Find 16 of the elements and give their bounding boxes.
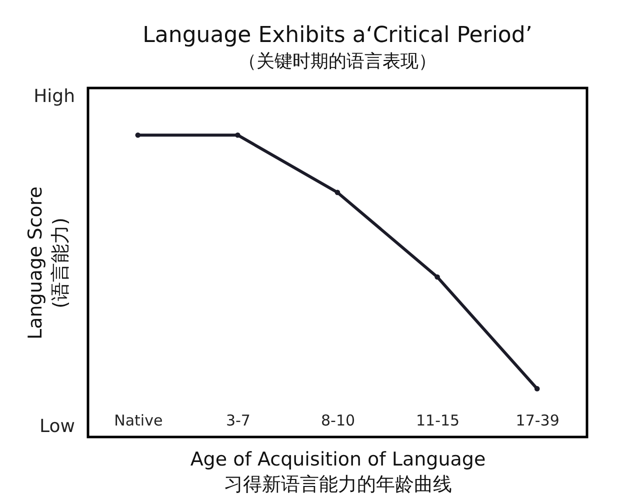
point xyxy=(534,386,540,392)
y-axis-title: Language Score (语言能力) xyxy=(24,186,72,340)
chart-subtitle: （关键时期的语言表现） xyxy=(238,51,436,72)
point xyxy=(235,132,240,138)
x-tick-label: 3-7 xyxy=(226,412,250,430)
x-tick-label: 8-10 xyxy=(320,412,356,430)
point xyxy=(334,190,340,196)
text: Low xyxy=(40,416,75,437)
x-tick-label: Native xyxy=(114,412,163,430)
chart-title: Language Exhibits a‘Critical Period’ xyxy=(142,23,532,48)
x-tick-label: 11-15 xyxy=(416,412,460,430)
x-axis-title: Age of Acquisition of Language 习得新语言能力的年龄曲线 xyxy=(190,448,486,496)
text: High xyxy=(34,86,75,107)
point xyxy=(135,132,141,138)
x-tick-label: 17-39 xyxy=(516,412,560,430)
point xyxy=(434,274,440,280)
